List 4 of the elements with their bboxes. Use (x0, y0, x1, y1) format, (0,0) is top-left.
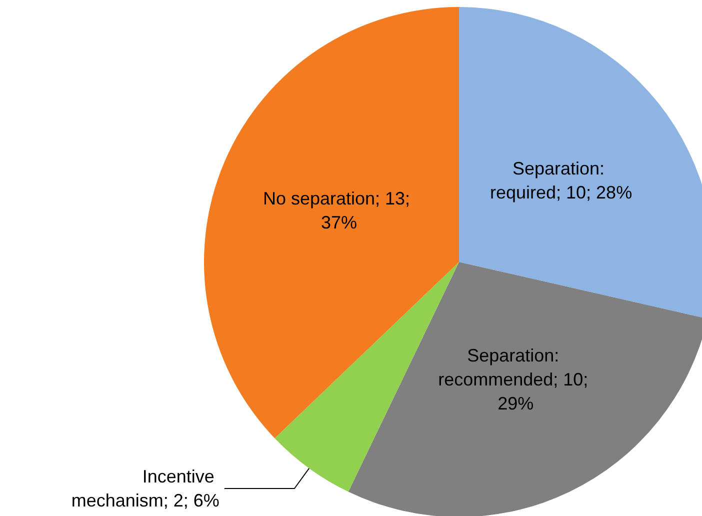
slice-label: Separation: recommended; 10; 29% (438, 346, 594, 414)
slice-label: Incentive mechanism; 2; 6% (71, 466, 220, 511)
slice-label: Separation: required; 10; 28% (490, 158, 632, 203)
slice-label: No separation; 13; 37% (262, 188, 416, 233)
